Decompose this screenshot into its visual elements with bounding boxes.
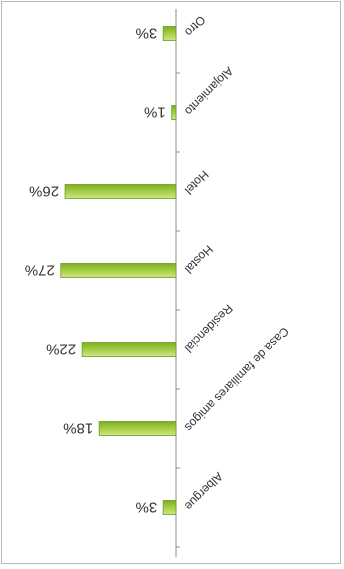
value-label: 3% [136,499,158,516]
value-label: 22% [46,341,76,358]
chart-frame: 3% Albergue 18% Casa de familiares amigos 22… [1,1,341,564]
value-label: 1% [144,104,166,121]
category-label: Residencial [182,302,236,356]
value-label: 18% [63,420,93,437]
bar [98,421,177,436]
category-label: Alojamiento [182,64,236,118]
bar [81,342,177,357]
category-label: Hotel [182,168,212,198]
value-label: 27% [25,262,55,279]
bar [162,500,177,515]
category-label: Albergue [182,469,226,513]
category-label: Otro [182,13,209,40]
value-label: 26% [29,183,59,200]
bar [162,26,177,41]
category-label: Hostal [182,242,216,276]
bar [60,263,177,278]
bar [171,105,177,120]
value-label: 3% [136,25,158,42]
bar [64,184,177,199]
